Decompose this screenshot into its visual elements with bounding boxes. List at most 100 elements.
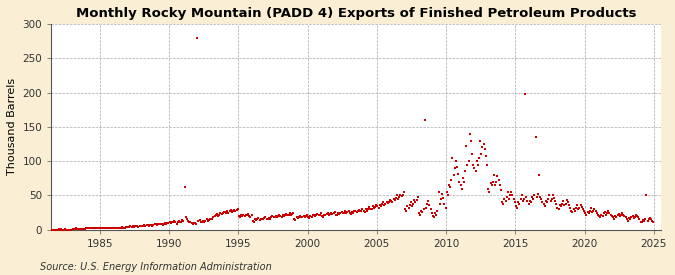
Point	[115, 226, 126, 230]
Point	[446, 178, 457, 183]
Point	[320, 213, 331, 218]
Point	[296, 215, 306, 220]
Point	[396, 194, 407, 198]
Point	[151, 222, 161, 227]
Point	[378, 200, 389, 205]
Point	[642, 219, 653, 223]
Point	[149, 222, 160, 227]
Point	[456, 186, 467, 191]
Point	[450, 159, 461, 163]
Point	[417, 210, 428, 214]
Point	[425, 207, 436, 211]
Point	[134, 224, 145, 229]
Point	[313, 213, 324, 218]
Point	[259, 216, 270, 220]
Point	[326, 210, 337, 215]
Point	[450, 166, 460, 170]
Point	[40, 228, 51, 232]
Point	[247, 219, 258, 223]
Point	[574, 206, 585, 210]
Point	[512, 206, 522, 210]
Point	[489, 173, 500, 177]
Point	[458, 176, 468, 180]
Point	[263, 216, 274, 220]
Point	[200, 219, 211, 223]
Point	[362, 208, 373, 213]
Point	[639, 219, 649, 223]
Point	[47, 228, 57, 232]
Y-axis label: Thousand Barrels: Thousand Barrels	[7, 78, 17, 175]
Text: Source: U.S. Energy Information Administration: Source: U.S. Energy Information Administ…	[40, 262, 272, 272]
Point	[229, 208, 240, 212]
Point	[252, 217, 263, 221]
Point	[351, 210, 362, 214]
Point	[343, 208, 354, 213]
Point	[486, 183, 497, 187]
Point	[225, 208, 236, 212]
Point	[286, 213, 296, 217]
Point	[386, 199, 397, 203]
Point	[235, 215, 246, 220]
Point	[554, 207, 564, 211]
Point	[424, 203, 435, 207]
Point	[543, 197, 554, 201]
Point	[78, 227, 88, 231]
Point	[49, 228, 59, 232]
Point	[82, 226, 93, 231]
Point	[153, 221, 163, 226]
Point	[364, 205, 375, 209]
Point	[513, 200, 524, 205]
Point	[611, 214, 622, 219]
Point	[530, 135, 541, 139]
Point	[258, 217, 269, 222]
Point	[124, 225, 134, 229]
Point	[416, 208, 427, 213]
Point	[315, 211, 326, 216]
Point	[549, 196, 560, 200]
Point	[227, 209, 238, 213]
Point	[50, 228, 61, 232]
Point	[468, 162, 479, 167]
Point	[209, 214, 220, 218]
Point	[464, 131, 475, 136]
Point	[414, 210, 425, 215]
Point	[159, 221, 170, 225]
Point	[300, 214, 311, 218]
Point	[263, 217, 273, 222]
Point	[131, 224, 142, 229]
Point	[201, 217, 212, 222]
Point	[395, 192, 406, 197]
Point	[136, 224, 147, 228]
Point	[447, 156, 458, 160]
Point	[622, 219, 633, 223]
Point	[55, 228, 65, 232]
Point	[310, 213, 321, 218]
Point	[498, 202, 509, 206]
Point	[57, 228, 68, 232]
Point	[381, 199, 392, 204]
Point	[578, 208, 589, 213]
Point	[429, 215, 439, 220]
Point	[74, 227, 85, 231]
Point	[588, 208, 599, 213]
Point	[289, 217, 300, 221]
Point	[524, 199, 535, 203]
Point	[277, 213, 288, 218]
Point	[610, 214, 620, 218]
Point	[398, 192, 408, 197]
Point	[125, 224, 136, 229]
Point	[458, 180, 469, 184]
Point	[213, 214, 223, 218]
Point	[586, 206, 597, 210]
Point	[338, 211, 348, 216]
Point	[614, 214, 625, 218]
Point	[43, 228, 54, 232]
Point	[42, 228, 53, 232]
Point	[539, 204, 550, 208]
Point	[222, 209, 233, 213]
Point	[372, 204, 383, 209]
Point	[133, 225, 144, 229]
Point	[239, 214, 250, 218]
Point	[541, 199, 551, 203]
Point	[251, 218, 262, 222]
